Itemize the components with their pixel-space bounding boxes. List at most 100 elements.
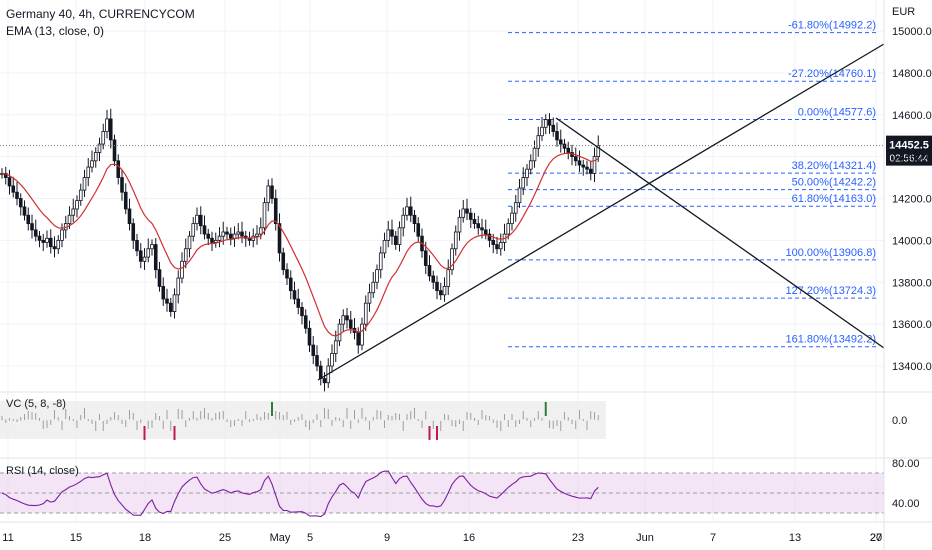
time-tick-label: 11 [2,532,13,544]
candle-body [457,216,462,233]
candle-body [48,237,53,248]
candle-body [86,166,91,178]
time-tick-label: 16 [463,532,475,544]
candle-body [360,323,364,346]
ascending-trendline [317,43,885,381]
candle-body [528,160,533,170]
vc-legend[interactable]: VC (5, 8, -8) [6,398,66,410]
candle-body [412,214,417,225]
time-tick-label: 27 [870,532,882,544]
candle-body [82,177,87,191]
candle-body [476,223,481,229]
currency-label: EUR [892,6,915,18]
fib-level-label: 100.00%(13906.8) [785,247,876,259]
candle-body [22,206,27,216]
candle-body [105,118,109,132]
fib-level-label: 127.20%(13724.3) [785,285,876,297]
candle-body [401,214,406,229]
time-tick-label: 23 [572,532,584,544]
candle-body [7,177,12,187]
time-tick-label: 20 [870,532,882,544]
candle-body [465,208,469,214]
price-tick-label: 14000.0 [892,235,932,247]
candle-body [416,223,421,237]
candle-body [375,269,379,283]
candle-body [11,185,16,193]
candle-body [112,139,117,162]
candle-body [146,248,151,258]
candle-body [300,306,304,317]
candle-body [75,200,79,210]
candle-body [225,231,229,235]
rsi-line [1,470,599,518]
candle-body [307,327,312,346]
candle-body [378,252,383,271]
trendlines[interactable] [317,43,885,381]
candle-body [258,227,263,235]
countdown-label: 02:56:44 [890,154,929,165]
candle-body [442,286,447,296]
price-tick-label: 13800.0 [892,277,932,289]
candle-body [157,269,162,287]
price-tick-label: 14200.0 [892,194,932,206]
candle-body [547,119,552,126]
candle-body [525,168,529,178]
vc-band [0,401,606,439]
candle-body [558,139,563,145]
fib-level-label: 50.00%(14242.2) [792,177,876,189]
candle-body [348,319,353,329]
candle-body [393,235,398,245]
rsi-legend[interactable]: RSI (14, close) [6,465,79,477]
vc-tick-label: 0.0 [892,415,907,427]
candle-body [138,250,143,262]
candle-body [97,143,102,153]
price-candles[interactable] [0,108,601,392]
candle-body [120,177,124,193]
candle-body [142,256,147,262]
fib-level-label: 61.80%(14163.0) [792,193,876,205]
last-price-value: 14452.5 [889,140,929,152]
vc-indicator[interactable]: 0.0 [0,401,907,440]
candle-body [491,239,496,245]
candle-body [213,239,218,243]
candle-body [168,302,173,312]
candle-body [116,160,121,178]
candle-body [255,233,259,237]
rsi-tick-label: 40.00 [892,498,920,510]
candle-body [517,187,522,204]
candle-body [165,298,169,304]
candle-body [341,315,346,325]
grid-lines [0,0,884,522]
candle-body [551,124,556,132]
candle-body [536,135,541,149]
candle-body [382,239,387,254]
candle-body [288,277,293,292]
candle-body [371,281,376,294]
candle-body [596,145,601,158]
candle-body [431,275,436,283]
candle-body [93,152,98,162]
time-tick-label: 25 [219,532,231,544]
fibonacci-retracement[interactable]: -61.80%(14992.2)-27.20%(14760.1)0.00%(14… [508,20,878,348]
candle-body [450,248,454,271]
candle-body [71,208,76,216]
candle-body [495,244,499,250]
candle-body [356,332,361,346]
last-price-line: 14452.5 02:56:44 [0,135,932,166]
candle-body [232,233,237,239]
candle-body [45,237,49,243]
candle-body [26,214,31,225]
candle-body [135,239,139,252]
ema-line[interactable] [1,152,599,337]
candle-body [183,248,188,262]
candle-body [123,191,128,210]
chart-title[interactable]: Germany 40, 4h, CURRENCYCOM [6,7,195,21]
rsi-indicator[interactable]: 80.00 40.00 [0,458,920,518]
ema-legend[interactable]: EMA (13, close, 0) [6,24,105,38]
candle-body [206,233,211,239]
candle-body [438,290,443,296]
candle-body [333,340,338,354]
candle-body [330,353,334,367]
